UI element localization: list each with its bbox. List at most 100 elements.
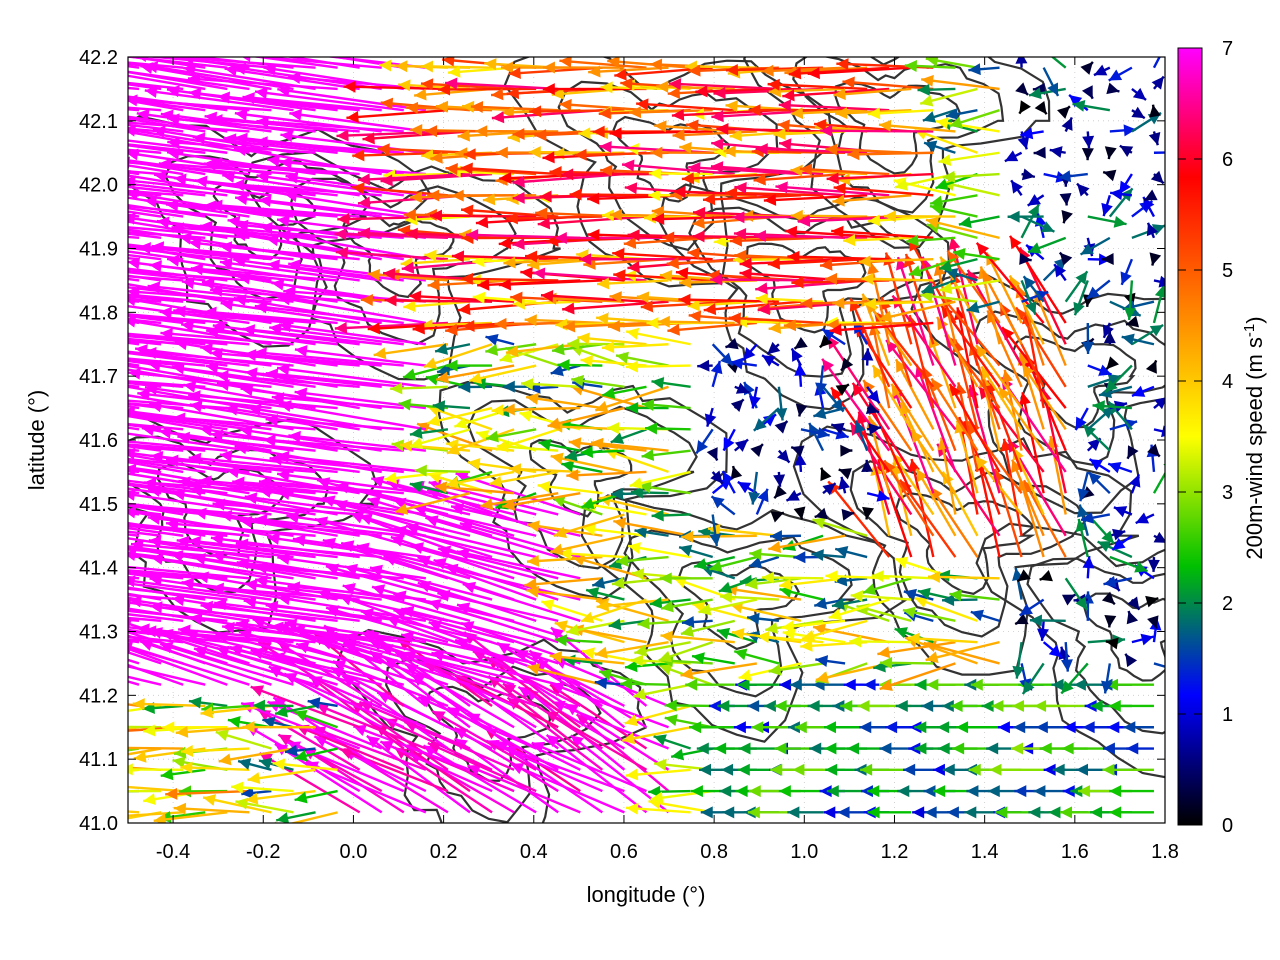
wind-vector-head [737,678,750,691]
wind-vector [903,763,934,776]
wind-vector [242,324,382,346]
wind-vector-head [1108,699,1121,712]
wind-vector [1021,662,1045,695]
wind-vector-head [747,612,760,625]
wind-vector-head [831,422,845,435]
wind-vector-shaft [269,326,404,346]
wind-vector-head [927,570,941,583]
wind-vector-head [1061,680,1074,694]
wind-vector-head [651,377,665,389]
wind-vector-head [793,506,806,520]
wind-vector-shaft [680,662,758,677]
wind-vector [149,601,294,623]
wind-vector-shaft [366,734,471,814]
wind-vector-head [690,785,703,798]
wind-vector-head [967,269,979,284]
wind-vector-shaft [160,331,294,346]
wind-vector-shaft [341,674,449,750]
wind-vector-head [1105,379,1118,393]
wind-vector [865,402,880,414]
wind-vector-head [989,763,1002,776]
wind-vector-shaft [1152,471,1165,494]
wind-vector-head [390,382,403,395]
wind-vector [188,452,338,474]
wind-vector-head [685,678,698,691]
wind-vector [445,359,493,372]
wind-vector-head [653,734,667,746]
wind-vector-head [502,403,515,416]
wind-vector-head [793,551,806,564]
wind-vector-head [863,380,876,394]
wind-vector-head [581,611,595,624]
wind-vector-head [877,646,891,659]
wind-vector [769,530,801,543]
wind-vector [1126,742,1154,755]
wind-vector-head [822,483,836,496]
wind-vector-head [708,699,721,712]
wind-vector-head [937,721,950,734]
wind-vector [130,539,272,559]
wind-vector-shaft [849,297,891,388]
wind-vector-shaft [526,589,603,601]
wind-vector [423,343,493,369]
wind-vector [550,682,669,729]
wind-vector [1124,653,1138,668]
wind-vector-shaft [257,708,361,771]
wind-vector-head [590,437,604,450]
wind-vector-shaft [312,726,427,771]
wind-vector-head [1034,699,1047,712]
wind-vector [266,532,404,559]
wind-vector [697,359,713,372]
wind-vector-shaft [514,649,625,708]
wind-vector [467,764,581,814]
wind-vector-head [454,417,468,429]
wind-vector-head [937,742,950,755]
wind-vector [1082,555,1095,579]
wind-vector-head [723,437,735,451]
wind-vector-head [1015,613,1029,625]
wind-vector [373,343,449,360]
wind-vector-head [277,469,290,482]
wind-vector-head [284,618,298,631]
wind-vector-head [1090,806,1103,819]
wind-vector-shaft [923,641,1000,665]
wind-vector-head [526,392,539,405]
wind-vector [502,682,604,750]
wind-vector-head [867,806,880,819]
wind-vector [286,511,427,537]
wind-vector-head [735,382,750,394]
wind-vector-head [680,625,694,637]
wind-vector-shaft [149,604,294,623]
wind-vector-head [831,398,844,412]
wind-vector-head [835,384,849,396]
wind-vector [128,526,184,537]
wind-vector [265,368,404,388]
wind-vector-head [779,678,792,691]
wind-vector-head [1112,538,1126,550]
wind-vector-shaft [552,700,670,750]
wind-vector-shaft [173,806,250,814]
wind-vector-head [166,518,179,531]
wind-vector [237,758,272,771]
wind-vector-shaft [940,304,1001,388]
wind-vector-head [214,598,227,611]
wind-vector-shaft [188,393,338,410]
wind-vector-head [894,627,908,639]
wind-vector [1153,662,1165,668]
wind-vector [1011,459,1045,537]
wind-vector [292,534,427,559]
wind-vector-head [807,699,820,712]
wind-vector-head [537,480,551,493]
wind-vector-head [143,793,156,806]
wind-vector-shaft [212,502,360,516]
wind-vector-head [294,749,308,762]
wind-vector-shaft [1015,306,1067,388]
wind-vector [1033,785,1066,798]
wind-vector [594,640,669,659]
wind-vector [1103,575,1133,588]
wind-vector-head [181,320,194,333]
wind-vector-head [838,476,850,490]
wind-vector-head [634,526,648,539]
wind-vector-shaft [724,586,802,601]
